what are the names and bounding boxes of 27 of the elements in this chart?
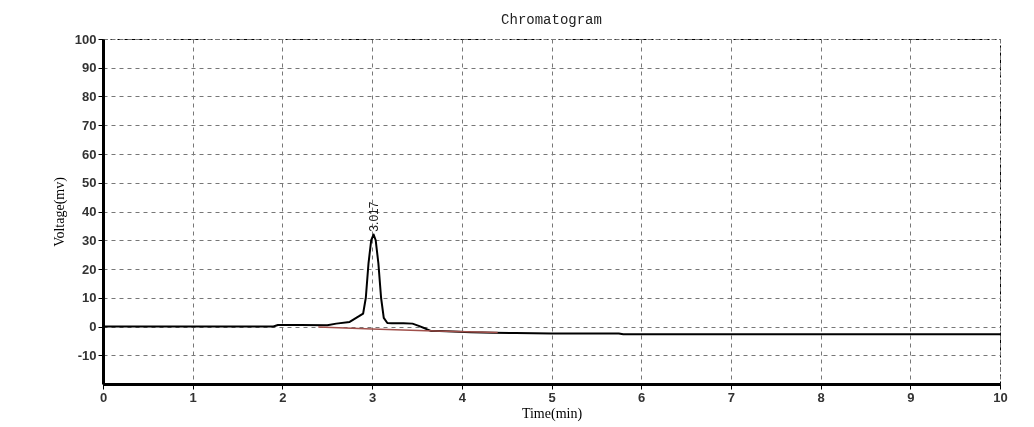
y-tick-label: 0 <box>89 319 97 334</box>
y-tick-label: 30 <box>82 232 97 248</box>
annotation: 3.017 <box>366 201 381 232</box>
y-tick-label: 60 <box>82 146 97 162</box>
y-tick-label: 20 <box>82 261 97 277</box>
x-tick-label: 4 <box>458 389 467 405</box>
y-axis-title: Voltage(mv) <box>51 176 68 247</box>
x-tick-label: 8 <box>817 389 825 405</box>
x-tick-label: 10 <box>993 389 1008 405</box>
x-tick-label: 6 <box>638 389 646 405</box>
x-tick-label: 7 <box>727 389 736 405</box>
y-tick-label: -10 <box>77 347 97 363</box>
y-tick-label: 80 <box>82 89 97 104</box>
y-tick-label: 40 <box>82 204 97 219</box>
x-tick-label: 1 <box>189 389 197 405</box>
y-tick-label: 90 <box>82 60 97 76</box>
y-tick-label: 10 <box>82 290 97 306</box>
x-tick-label: 2 <box>279 389 287 405</box>
y-tick-label: 100 <box>74 31 97 47</box>
x-tick-label: 5 <box>548 389 556 405</box>
x-tick-label: 0 <box>99 389 108 405</box>
chart-title: Chromatogram <box>501 12 602 28</box>
y-tick-label: 70 <box>82 117 97 133</box>
x-tick-label: 3 <box>368 389 377 405</box>
y-tick-label: 50 <box>82 175 97 191</box>
x-tick-label: 9 <box>907 389 915 405</box>
x-axis-title: Time(min) <box>521 405 583 422</box>
